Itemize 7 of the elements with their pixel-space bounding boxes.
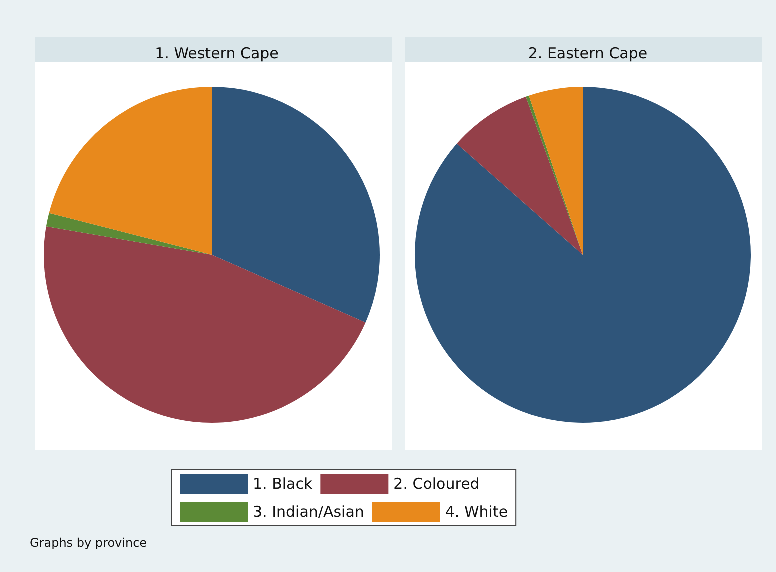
legend-label: 3. Indian/Asian [253, 503, 364, 521]
legend-label: 2. Coloured [394, 475, 480, 493]
chart-title: 1. Western Cape [155, 44, 279, 62]
legend-label: 4. White [445, 503, 508, 521]
text: Graphs by province [30, 536, 148, 550]
chart-title: 2. Eastern Cape [528, 44, 648, 62]
legend-label: 1. Black [253, 475, 313, 493]
